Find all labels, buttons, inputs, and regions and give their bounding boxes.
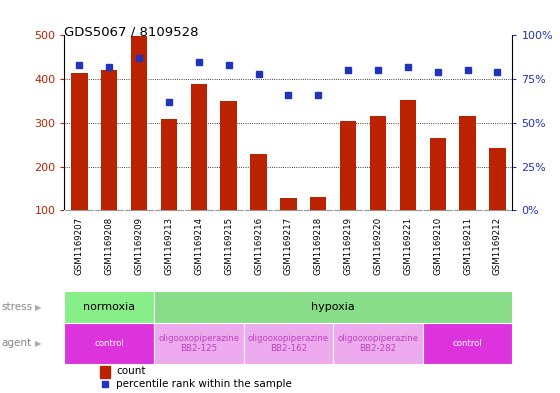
Text: control: control (94, 339, 124, 348)
Text: GSM1169212: GSM1169212 (493, 217, 502, 275)
Bar (100, 366, 110, 378)
Text: GSM1169216: GSM1169216 (254, 217, 263, 275)
Text: oligooxopiperazine
BB2-162: oligooxopiperazine BB2-162 (248, 334, 329, 353)
Bar (221, 101, 237, 210)
Text: GSM1169210: GSM1169210 (433, 217, 442, 275)
Bar (280, 198, 297, 210)
Bar (423, 323, 512, 364)
Text: GSM1169214: GSM1169214 (194, 217, 203, 275)
Text: hypoxia: hypoxia (311, 302, 355, 312)
Bar (370, 116, 386, 210)
Text: control: control (452, 339, 483, 348)
Text: GSM1169213: GSM1169213 (165, 217, 174, 275)
Bar (459, 116, 476, 210)
Text: normoxia: normoxia (83, 302, 136, 312)
Bar (71, 73, 87, 210)
Bar (244, 323, 333, 364)
Text: GSM1169220: GSM1169220 (374, 217, 382, 275)
Bar (154, 323, 244, 364)
Text: agent: agent (1, 338, 31, 349)
Bar (101, 70, 118, 210)
Text: GSM1169218: GSM1169218 (314, 217, 323, 275)
Text: count: count (116, 366, 146, 376)
Bar (154, 290, 512, 323)
Text: GSM1169221: GSM1169221 (403, 217, 412, 275)
Bar (131, 36, 147, 210)
Bar (250, 154, 267, 210)
Bar (310, 197, 326, 210)
Bar (333, 323, 423, 364)
Text: oligooxopiperazine
BB2-125: oligooxopiperazine BB2-125 (158, 334, 239, 353)
Text: GSM1169217: GSM1169217 (284, 217, 293, 275)
Text: stress: stress (1, 302, 32, 312)
Bar (340, 121, 356, 210)
Bar (64, 323, 154, 364)
Bar (430, 138, 446, 210)
Bar (489, 148, 506, 210)
Text: GSM1169219: GSM1169219 (344, 217, 353, 275)
Bar (190, 83, 207, 210)
Text: GSM1169211: GSM1169211 (463, 217, 472, 275)
Bar (161, 119, 177, 210)
Text: oligooxopiperazine
BB2-282: oligooxopiperazine BB2-282 (338, 334, 418, 353)
Text: GSM1169209: GSM1169209 (134, 217, 143, 275)
Text: GDS5067 / 8109528: GDS5067 / 8109528 (64, 26, 199, 39)
Text: GSM1169207: GSM1169207 (75, 217, 84, 275)
Text: GSM1169208: GSM1169208 (105, 217, 114, 275)
Text: ▶: ▶ (35, 303, 42, 312)
Text: ▶: ▶ (35, 339, 42, 348)
Bar (64, 290, 154, 323)
Bar (400, 100, 416, 210)
Text: GSM1169215: GSM1169215 (224, 217, 233, 275)
Text: percentile rank within the sample: percentile rank within the sample (116, 380, 292, 389)
